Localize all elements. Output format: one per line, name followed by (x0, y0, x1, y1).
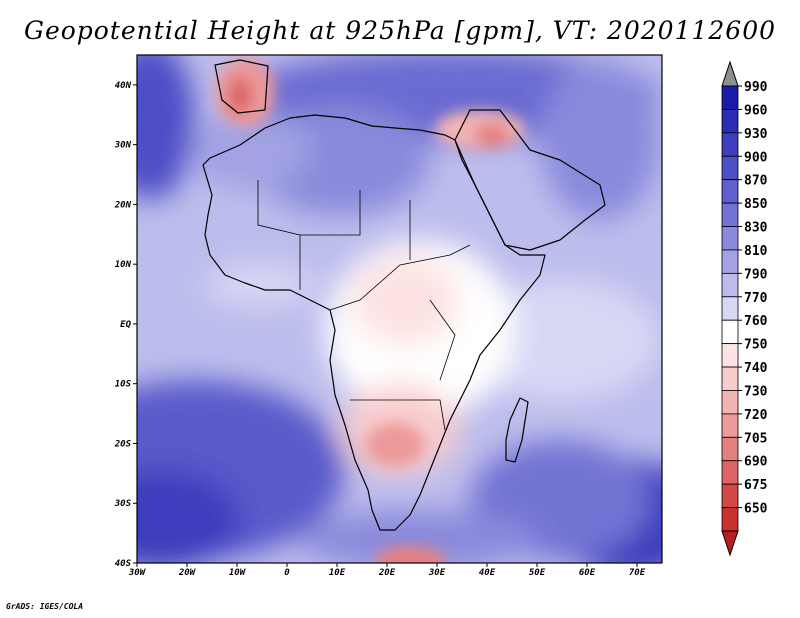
lon-tick-label: 0 (284, 568, 290, 578)
lat-tick-label: 40S (115, 559, 132, 569)
map-title: Geopotential Height at 925hPa [gpm], VT:… (23, 16, 777, 45)
colorbar-label: 850 (744, 197, 768, 212)
lat-tick-label: 20S (114, 439, 132, 449)
colorbar-swatch (721, 460, 739, 485)
lon-tick-label: 10E (329, 568, 346, 578)
colorbar-swatch (721, 507, 739, 532)
plot-frame (136, 54, 663, 564)
colorbar-label: 790 (744, 267, 768, 282)
longitude-axis: 30W 20W 10W 0 10E 20E 30E 40E 50E 60E 70E (128, 563, 646, 578)
colorbar-label: 810 (744, 244, 768, 259)
colorbar-label: 650 (744, 502, 768, 517)
colorbar-swatch (721, 483, 739, 508)
colorbar: 990 960 930 900 870 850 830 810 790 770 760 750 740 7… (721, 60, 768, 557)
height-field (137, 55, 662, 563)
colorbar-swatch (721, 436, 739, 462)
colorbar-label: 740 (744, 361, 768, 376)
colorbar-label: 900 (744, 150, 768, 165)
lat-tick-label: 10N (115, 260, 132, 270)
lon-tick-label: 30W (128, 568, 147, 578)
lon-tick-label: 30E (428, 568, 446, 578)
grads-credit: GrADS: IGES/COLA (6, 602, 84, 611)
lon-tick-label: 40E (479, 568, 496, 578)
lon-tick-label: 70E (629, 568, 646, 578)
colorbar-swatch (721, 249, 739, 274)
colorbar-label: 730 (744, 384, 768, 399)
colorbar-label: 770 (744, 291, 768, 306)
lat-tick-label: 20N (114, 200, 132, 210)
colorbar-swatch (721, 109, 739, 134)
colorbar-swatch (721, 319, 739, 345)
colorbar-over-arrow (721, 60, 739, 87)
colorbar-swatch (721, 343, 739, 368)
colorbar-label: 960 (744, 103, 768, 118)
colorbar-label: 760 (744, 314, 768, 329)
colorbar-swatch (721, 226, 739, 251)
colorbar-swatch (721, 85, 739, 110)
latitude-axis: 40N 30N 20N 10N EQ 10S 20S 30S 40S (114, 81, 137, 569)
colorbar-label: 690 (744, 455, 768, 470)
colorbar-label: 750 (744, 338, 768, 353)
colorbar-swatch (721, 366, 739, 391)
lon-tick-label: 60E (579, 568, 596, 578)
colorbar-label: 675 (744, 478, 767, 493)
colorbar-label: 830 (744, 221, 768, 236)
colorbar-swatch (721, 296, 739, 321)
lat-tick-label: 10S (115, 380, 132, 390)
colorbar-swatch (721, 132, 739, 157)
lat-tick-label: 30S (114, 499, 132, 509)
lat-tick-label: EQ (120, 320, 131, 330)
lon-tick-label: 10W (229, 568, 247, 578)
colorbar-label: 705 (744, 431, 767, 446)
colorbar-swatch (721, 179, 739, 204)
colorbar-under-arrow (721, 530, 739, 557)
lat-tick-label: 40N (115, 81, 132, 91)
colorbar-label: 990 (744, 80, 768, 95)
colorbar-swatch (721, 155, 739, 181)
colorbar-label: 720 (744, 408, 768, 423)
colorbar-swatch (721, 272, 739, 298)
lon-tick-label: 20W (178, 568, 197, 578)
colorbar-swatch (721, 390, 739, 415)
lat-tick-label: 30N (114, 141, 132, 151)
colorbar-swatch (721, 413, 739, 438)
colorbar-label: 870 (744, 174, 768, 189)
colorbar-swatch (721, 202, 739, 227)
lon-tick-label: 50E (529, 568, 546, 578)
lon-tick-label: 20E (378, 568, 396, 578)
colorbar-label: 930 (744, 127, 768, 142)
